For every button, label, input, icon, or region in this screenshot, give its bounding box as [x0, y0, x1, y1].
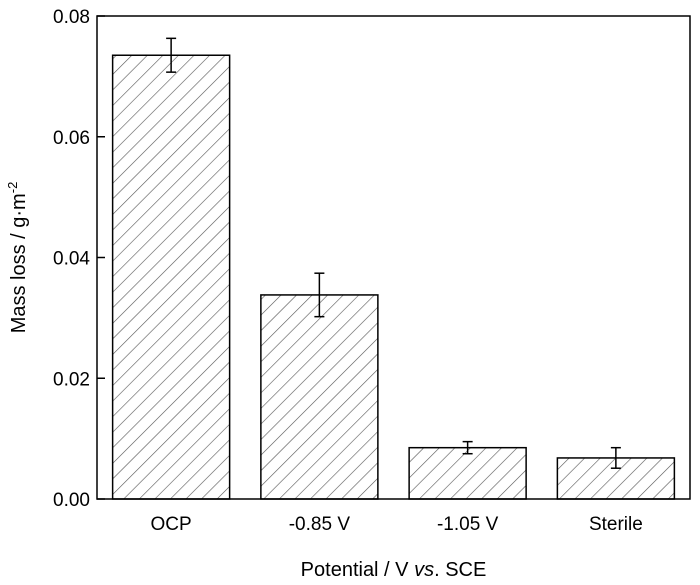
y-axis-title: Mass loss / g·m-2 — [5, 182, 30, 334]
y-tick-label: 0.06 — [53, 128, 90, 149]
bar-2 — [408, 446, 527, 500]
y-axis-title-base: Mass loss / g·m — [8, 193, 30, 333]
x-axis-title-pre: Potential / V — [301, 559, 414, 581]
error-bar-2 — [462, 440, 473, 455]
y-tick-label: 0.08 — [53, 7, 90, 28]
x-tick-label: -0.85 V — [289, 514, 351, 535]
bars-layer — [111, 54, 676, 500]
x-axis-title-italic: vs — [414, 559, 434, 581]
y-tick-label: 0.00 — [53, 490, 90, 511]
error-bar-0 — [166, 37, 177, 73]
y-axis-title-sup: -2 — [5, 182, 20, 194]
error-bar-1 — [314, 272, 325, 318]
y-tick-label: 0.04 — [53, 249, 90, 270]
x-axis-title-post: . SCE — [434, 559, 486, 581]
bar-0 — [111, 54, 231, 500]
x-tick-labels-layer: OCP -0.85 V -1.05 V Sterile — [151, 514, 643, 535]
error-bars-layer — [166, 37, 621, 469]
bar-1 — [260, 294, 379, 500]
x-tick-label: -1.05 V — [437, 514, 499, 535]
y-ticks-layer: 0.00 0.02 0.04 0.06 0.08 — [53, 7, 105, 511]
y-tick-label: 0.02 — [53, 369, 90, 390]
error-bar-3 — [610, 446, 621, 469]
x-axis-title: Potential / V vs. SCE — [301, 559, 487, 581]
plot-frame — [96, 15, 691, 500]
x-tick-label: Sterile — [589, 514, 643, 535]
x-tick-label: OCP — [151, 514, 192, 535]
